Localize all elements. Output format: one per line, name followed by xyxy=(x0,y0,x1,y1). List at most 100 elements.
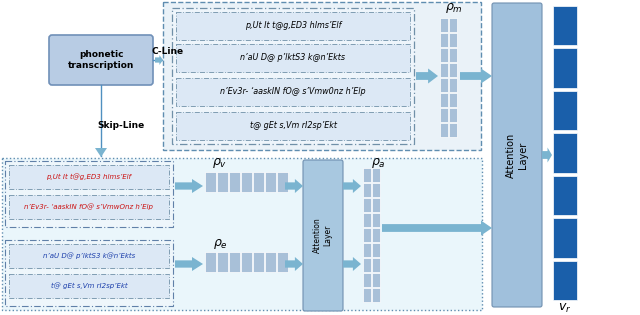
Text: Attention
Layer: Attention Layer xyxy=(314,218,333,253)
Bar xyxy=(176,112,410,140)
Text: t@ gEt s,Vm rI2sp’Ekt: t@ gEt s,Vm rI2sp’Ekt xyxy=(51,283,127,289)
Polygon shape xyxy=(175,257,203,271)
Bar xyxy=(363,228,371,242)
Bar xyxy=(440,78,448,92)
Bar xyxy=(440,48,448,62)
Bar xyxy=(553,91,577,130)
Bar xyxy=(277,252,288,272)
Bar xyxy=(205,172,216,192)
Text: t@ gEt s,Vm rI2sp’Ekt: t@ gEt s,Vm rI2sp’Ekt xyxy=(250,122,337,130)
Bar xyxy=(2,158,482,310)
Bar xyxy=(449,93,457,107)
Bar xyxy=(176,12,410,40)
Text: $\rho_v$: $\rho_v$ xyxy=(212,156,228,170)
Bar xyxy=(363,288,371,302)
Text: n’Ev3r- ‘aaskIN fO@ s’Vmw0nz h’Elp: n’Ev3r- ‘aaskIN fO@ s’Vmw0nz h’Elp xyxy=(220,88,366,96)
Bar xyxy=(372,288,380,302)
Bar xyxy=(449,48,457,62)
Bar xyxy=(440,93,448,107)
FancyBboxPatch shape xyxy=(492,3,542,307)
Text: p,Ut It t@g,ED3 hlms’Elf: p,Ut It t@g,ED3 hlms’Elf xyxy=(47,174,132,180)
Bar xyxy=(265,252,276,272)
Bar xyxy=(363,243,371,257)
Bar xyxy=(176,44,410,72)
Bar xyxy=(363,168,371,182)
Bar xyxy=(449,123,457,137)
Bar xyxy=(440,63,448,77)
Bar xyxy=(372,198,380,212)
FancyBboxPatch shape xyxy=(303,160,343,311)
Bar xyxy=(372,273,380,287)
Bar xyxy=(440,108,448,122)
Bar xyxy=(363,198,371,212)
Polygon shape xyxy=(416,68,438,83)
Bar xyxy=(5,161,173,227)
Bar xyxy=(363,183,371,197)
Polygon shape xyxy=(343,179,361,193)
Bar xyxy=(449,18,457,32)
Polygon shape xyxy=(343,257,361,271)
Text: $\rho_e$: $\rho_e$ xyxy=(212,237,227,251)
Bar xyxy=(163,2,481,150)
Text: n’aU D@ p’lktS3 k@n’Ekts: n’aU D@ p’lktS3 k@n’Ekts xyxy=(43,253,135,259)
Polygon shape xyxy=(460,68,492,83)
Bar xyxy=(205,252,216,272)
Bar xyxy=(440,123,448,137)
Polygon shape xyxy=(542,147,552,163)
Bar xyxy=(9,274,169,298)
Text: $\rho_a$: $\rho_a$ xyxy=(371,156,385,170)
Bar xyxy=(363,273,371,287)
Polygon shape xyxy=(285,179,303,193)
Bar xyxy=(553,176,577,215)
Text: $\rho_m$: $\rho_m$ xyxy=(445,1,463,15)
Polygon shape xyxy=(95,148,107,157)
Bar xyxy=(176,78,410,106)
Bar xyxy=(372,243,380,257)
Bar xyxy=(363,258,371,272)
Bar xyxy=(553,49,577,88)
Bar xyxy=(372,213,380,227)
Bar xyxy=(553,218,577,258)
Polygon shape xyxy=(382,220,492,236)
Bar xyxy=(449,63,457,77)
Text: $v_r$: $v_r$ xyxy=(558,301,572,315)
Text: n’Ev3r- ‘aaskIN fO@ s’VmwOnz h’Elp: n’Ev3r- ‘aaskIN fO@ s’VmwOnz h’Elp xyxy=(24,203,154,210)
Bar xyxy=(440,33,448,47)
Bar xyxy=(9,195,169,219)
Polygon shape xyxy=(155,55,163,65)
Bar xyxy=(553,6,577,45)
Bar xyxy=(372,168,380,182)
Bar xyxy=(241,252,252,272)
Bar xyxy=(9,165,169,189)
Bar xyxy=(265,172,276,192)
Bar xyxy=(253,252,264,272)
Text: C-Line: C-Line xyxy=(152,48,184,56)
Bar xyxy=(449,108,457,122)
Bar xyxy=(253,172,264,192)
Bar xyxy=(9,244,169,268)
Bar xyxy=(372,258,380,272)
Bar xyxy=(217,252,228,272)
Text: p,Ut It t@g,ED3 hlms’Elf: p,Ut It t@g,ED3 hlms’Elf xyxy=(244,21,341,31)
Bar xyxy=(553,261,577,300)
Bar xyxy=(217,172,228,192)
FancyBboxPatch shape xyxy=(49,35,153,85)
Bar xyxy=(372,183,380,197)
Text: n’aU D@ p’lktS3 k@n’Ekts: n’aU D@ p’lktS3 k@n’Ekts xyxy=(241,54,346,62)
Bar xyxy=(229,172,240,192)
Bar xyxy=(241,172,252,192)
Bar xyxy=(372,228,380,242)
Bar xyxy=(172,8,414,144)
Bar xyxy=(449,33,457,47)
Bar xyxy=(363,213,371,227)
Text: Skip-Line: Skip-Line xyxy=(97,121,145,129)
Text: Attention
Layer: Attention Layer xyxy=(506,132,528,178)
Polygon shape xyxy=(285,257,303,271)
Bar xyxy=(440,18,448,32)
Bar xyxy=(449,78,457,92)
Polygon shape xyxy=(175,179,203,193)
Bar xyxy=(5,240,173,306)
Text: phonetic
transcription: phonetic transcription xyxy=(68,50,134,70)
Bar xyxy=(229,252,240,272)
Bar xyxy=(277,172,288,192)
